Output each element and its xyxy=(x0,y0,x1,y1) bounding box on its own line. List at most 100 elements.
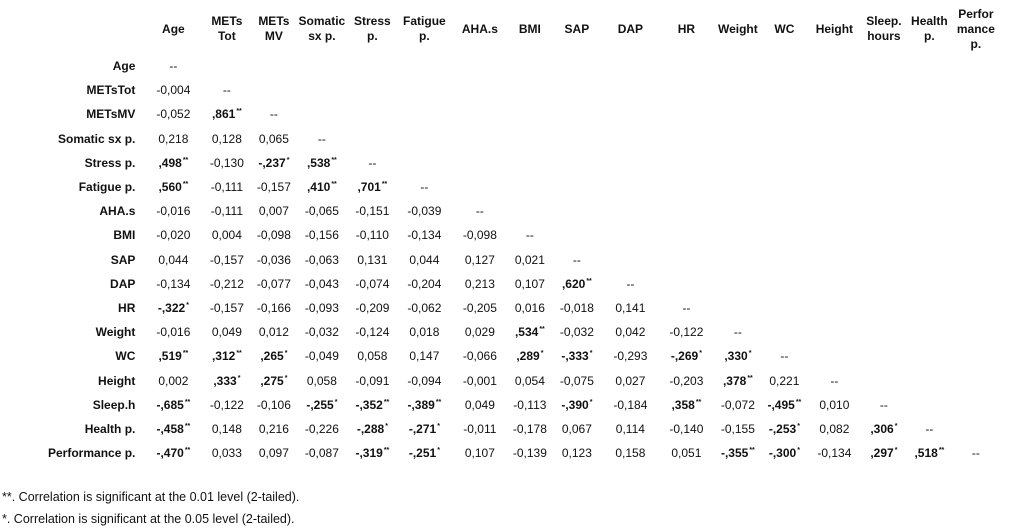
correlation-cell: 0,027 xyxy=(615,373,646,388)
correlation-cell xyxy=(762,248,806,272)
correlation-cell xyxy=(659,199,713,223)
correlation-cell xyxy=(862,344,905,368)
cell-value: -,352 xyxy=(355,397,383,412)
correlation-cell xyxy=(762,102,806,126)
table-row: METsMV -0,052 ,861** -- xyxy=(48,102,998,126)
significance-marker: ** xyxy=(749,447,755,455)
cell-value: ,378 xyxy=(722,373,747,388)
significance-marker: * xyxy=(237,374,241,382)
correlation-cell xyxy=(713,175,762,199)
table-row: Sleep.h -,685** -0,122 -0,106 -,255* -,352** -… xyxy=(48,393,998,417)
correlation-cell: -- xyxy=(733,325,742,340)
correlation-cell xyxy=(905,54,953,78)
column-header: BMI xyxy=(518,21,541,36)
header-row: Age METs Tot METs MV Somatic sx p. Stress p.… xyxy=(48,4,998,54)
significance-marker: ** xyxy=(938,447,945,455)
correlation-cell: 0,158 xyxy=(615,446,646,461)
correlation-cell: 0,107 xyxy=(514,276,545,291)
correlation-cell: -0,036 xyxy=(256,252,291,267)
significance-marker: ** xyxy=(331,181,337,189)
correlation-cell: -0,063 xyxy=(304,252,339,267)
significance-marker: * xyxy=(437,447,440,455)
correlation-cell: -0,072 xyxy=(720,397,755,412)
correlation-cell: -0,209 xyxy=(355,300,390,315)
correlation-cell xyxy=(862,296,905,320)
correlation-cell xyxy=(862,102,905,126)
correlation-cell: ,306* xyxy=(862,417,905,441)
correlation-cell: -0,074 xyxy=(355,276,390,291)
correlation-cell: 0,114 xyxy=(615,421,645,436)
correlation-cell xyxy=(601,151,659,175)
table-header: Age METs Tot METs MV Somatic sx p. Stress p.… xyxy=(48,4,998,54)
significance-marker: ** xyxy=(182,350,189,358)
correlation-cell: 0,007 xyxy=(258,204,289,219)
cell-value: ,534 xyxy=(514,325,539,340)
correlation-cell: -0,020 xyxy=(156,228,191,243)
significance-marker: ** xyxy=(695,398,702,406)
correlation-cell: -0,124 xyxy=(355,325,390,340)
correlation-cell: 0,049 xyxy=(464,397,495,412)
correlation-cell xyxy=(601,248,659,272)
correlation-cell: ,861** xyxy=(201,102,252,126)
table-body: Age -- METsTot -0,004 -- METsMV -0,052,861** --… xyxy=(48,54,998,465)
cell-value: ,498 xyxy=(158,155,182,170)
row-label: SAP xyxy=(110,252,136,267)
row-label: HR xyxy=(118,300,136,315)
correlation-cell: ,333* xyxy=(201,368,252,392)
correlation-cell: -0,134 xyxy=(817,446,852,461)
cell-value: ,306 xyxy=(870,421,894,436)
correlation-cell xyxy=(862,320,905,344)
correlation-cell: 0,065 xyxy=(258,131,289,146)
correlation-cell: 0,016 xyxy=(514,300,545,315)
significance-marker: * xyxy=(748,350,752,358)
column-header: Stress p. xyxy=(354,14,391,43)
table-row: Fatigue p. ,560** -0,111 -0,157,410** ,701**… xyxy=(48,175,998,199)
correlation-cell xyxy=(953,344,998,368)
cell-value: -,390 xyxy=(561,397,589,412)
correlation-cell: 0,054 xyxy=(514,373,545,388)
cell-value: -,685 xyxy=(156,397,184,412)
correlation-cell: ,410** xyxy=(295,175,348,199)
significance-marker: * xyxy=(699,350,702,358)
correlation-cell xyxy=(507,151,552,175)
correlation-cell xyxy=(806,175,862,199)
significance-marker: ** xyxy=(381,181,388,189)
correlation-cell xyxy=(905,223,953,247)
correlation-cell xyxy=(713,223,762,247)
correlation-cell: 0,107 xyxy=(464,446,495,461)
correlation-cell: -0,166 xyxy=(256,300,291,315)
correlation-cell xyxy=(552,175,601,199)
correlation-cell: -,333* xyxy=(552,344,601,368)
significance-marker: * xyxy=(186,301,189,309)
significance-marker: ** xyxy=(331,156,337,164)
correlation-cell: 0,010 xyxy=(819,397,850,412)
correlation-cell xyxy=(806,127,862,151)
significance-marker: * xyxy=(797,447,800,455)
correlation-cell: -0,122 xyxy=(669,325,704,340)
cell-value: -,333 xyxy=(561,349,589,364)
correlation-cell xyxy=(905,320,953,344)
correlation-cell: -0,001 xyxy=(462,373,497,388)
correlation-cell xyxy=(905,368,953,392)
row-label: Health p. xyxy=(84,421,136,436)
correlation-cell xyxy=(806,151,862,175)
correlation-cell xyxy=(713,248,762,272)
correlation-cell: -0,091 xyxy=(355,373,390,388)
correlation-cell: ,330* xyxy=(713,344,762,368)
correlation-cell: 0,067 xyxy=(561,421,592,436)
row-label: AHA.s xyxy=(99,204,136,219)
correlation-cell: ,312** xyxy=(201,344,252,368)
correlation-cell: 0,147 xyxy=(409,349,440,364)
correlation-cell: 0,213 xyxy=(464,276,495,291)
correlation-cell: -,253* xyxy=(762,417,806,441)
correlation-cell: -0,122 xyxy=(209,397,244,412)
correlation-cell: 0,021 xyxy=(514,252,545,267)
significance-marker: * xyxy=(894,447,898,455)
row-label: BMI xyxy=(113,228,136,243)
footnote-significance-001: **. Correlation is significant at the 0.… xyxy=(2,490,300,504)
column-header: DAP xyxy=(617,21,644,36)
correlation-cell xyxy=(295,102,348,126)
correlation-cell: -,237* xyxy=(252,151,295,175)
correlation-cell xyxy=(452,78,507,102)
cell-value: ,333 xyxy=(213,373,237,388)
